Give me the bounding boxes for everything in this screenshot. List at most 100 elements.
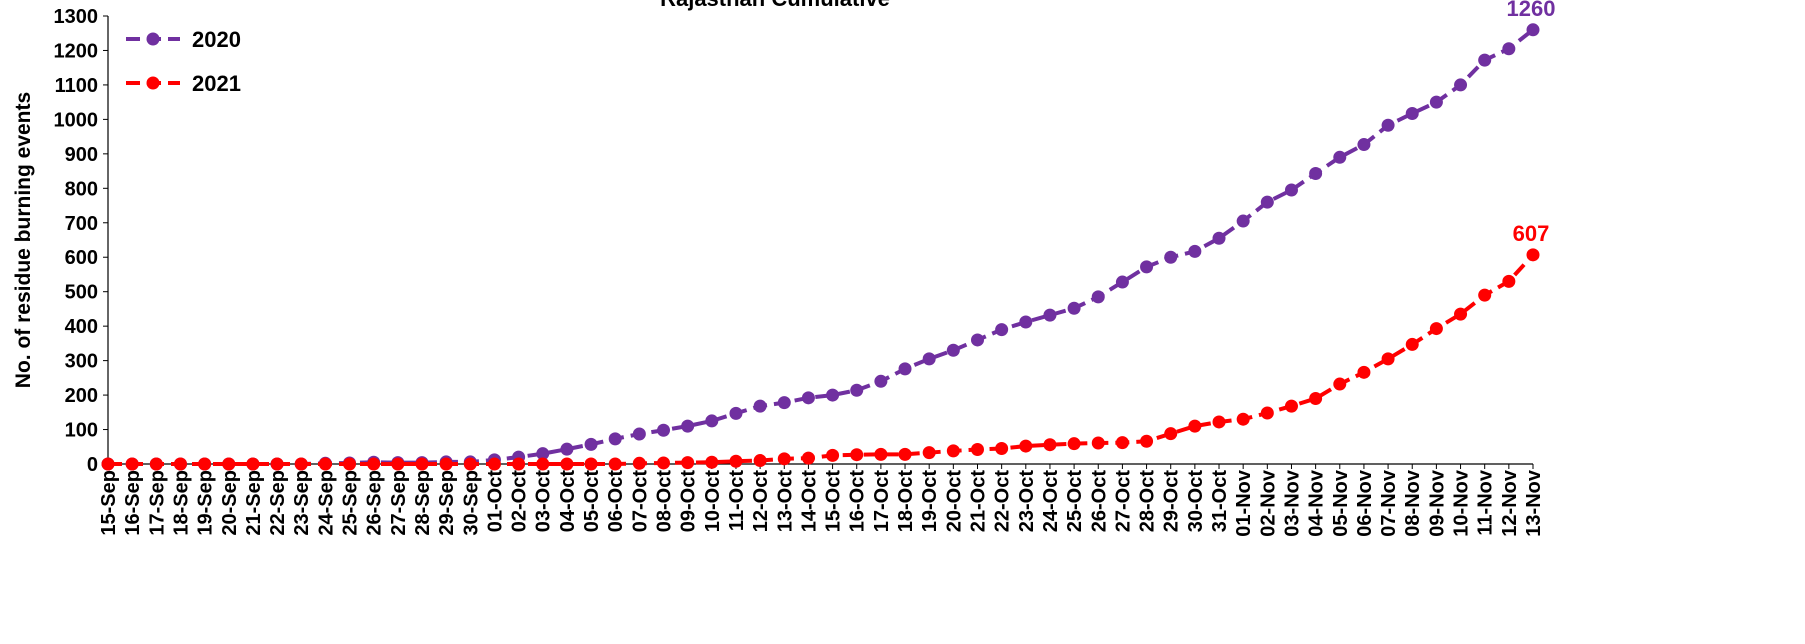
x-tick-label: 03-Nov [1281,469,1303,537]
data-point [318,457,332,471]
series-2020: 1260 [101,0,1556,471]
data-point [705,455,719,469]
data-point [1309,166,1323,180]
x-tick-label: 25-Sep [340,470,362,536]
data-label: 1260 [1507,0,1556,21]
data-point [367,457,381,471]
x-tick-label: 28-Sep [412,470,434,536]
x-tick-label: 29-Sep [436,470,458,536]
x-tick-label: 23-Sep [291,470,313,536]
data-point [246,457,260,471]
data-point [512,457,526,471]
y-tick-label: 1000 [54,109,99,131]
x-tick-label: 15-Sep [98,470,120,536]
legend-label: 2021 [192,71,241,96]
data-point [729,454,743,468]
data-point [1043,438,1057,452]
data-point [1454,307,1468,321]
data-point [391,457,405,471]
x-axis-ticks: 15-Sep 16-Sep 17-Sep 18-Sep 19-Sep 20-Sep 21-S… [98,464,1545,537]
y-tick-label: 1300 [54,6,99,28]
y-tick-label: 700 [65,213,98,235]
y-tick-label: 800 [65,178,98,200]
x-tick-label: 31-Oct [1209,470,1231,533]
x-tick-label: 08-Nov [1402,469,1424,537]
data-point [1212,415,1226,429]
legend-swatch-marker [146,76,160,90]
data-point [995,323,1009,337]
x-tick-label: 19-Oct [919,470,941,533]
data-point [415,457,429,471]
data-point [1067,301,1081,315]
data-point [487,457,501,471]
data-point [1115,436,1129,450]
x-tick-label: 13-Nov [1523,469,1545,537]
data-point [874,447,888,461]
x-tick-label: 02-Oct [509,470,531,533]
y-tick-label: 100 [65,420,98,442]
x-tick-label: 17-Oct [871,470,893,533]
x-tick-label: 18-Sep [170,470,192,536]
data-point [584,457,598,471]
data-point [1478,288,1492,302]
data-point [681,419,695,433]
data-point [705,414,719,428]
x-tick-label: 25-Oct [1064,470,1086,533]
data-point [1115,275,1129,289]
data-point [1381,118,1395,132]
data-point [608,457,622,471]
data-point [922,446,936,460]
x-tick-label: 05-Oct [581,470,603,533]
x-tick-label: 27-Sep [388,470,410,536]
data-point [1067,437,1081,451]
x-tick-label: 09-Nov [1426,469,1448,537]
x-tick-label: 28-Oct [1137,470,1159,533]
data-point [1478,53,1492,67]
x-tick-label: 26-Sep [364,470,386,536]
x-tick-label: 12-Nov [1499,469,1521,537]
data-point [657,456,671,470]
series-layer: 1260 607 [101,0,1556,471]
x-tick-label: 05-Nov [1330,469,1352,537]
data-point [270,457,284,471]
y-tick-label: 0 [87,454,98,476]
data-point [1284,183,1298,197]
data-point [729,406,743,420]
x-tick-label: 03-Oct [533,470,555,533]
x-tick-label: 04-Nov [1306,469,1328,537]
y-tick-label: 1200 [54,40,99,62]
data-point [777,396,791,410]
data-point [970,443,984,457]
data-point [1164,250,1178,264]
x-tick-label: 04-Oct [557,470,579,533]
data-point [1333,377,1347,391]
x-tick-label: 20-Oct [943,470,965,533]
data-point [1381,352,1395,366]
legend-label: 2020 [192,27,241,52]
data-point [1236,214,1250,228]
x-tick-label: 17-Sep [146,470,168,536]
data-point [826,448,840,462]
data-point [1357,138,1371,152]
data-point [946,444,960,458]
data-point [222,457,236,471]
data-point [1043,308,1057,322]
data-label: 607 [1513,221,1550,246]
data-point [608,432,622,446]
x-tick-label: 11-Nov [1475,469,1497,535]
data-point [850,383,864,397]
x-tick-label: 01-Oct [484,470,506,533]
data-point [1454,78,1468,92]
data-point [1260,406,1274,420]
data-point [1188,419,1202,433]
x-tick-label: 15-Oct [823,470,845,533]
x-tick-label: 16-Sep [122,470,144,536]
data-point [1236,412,1250,426]
x-tick-label: 24-Oct [1040,470,1062,533]
x-tick-label: 10-Nov [1451,469,1473,537]
series-2021: 607 [101,221,1550,471]
data-point [681,456,695,470]
data-point [560,442,574,456]
y-axis-title: No. of residue burning events [12,92,35,388]
